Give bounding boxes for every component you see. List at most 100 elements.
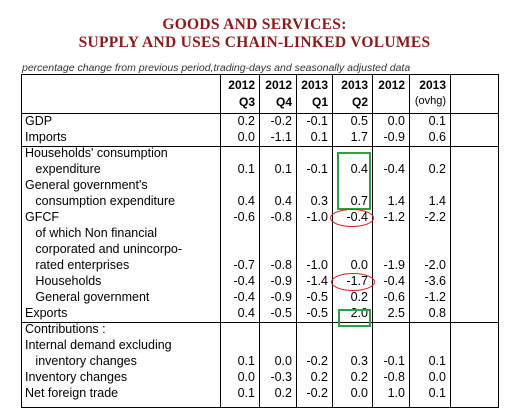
row-label: General government's — [25, 178, 148, 192]
row-label: Net foreign trade — [25, 386, 119, 400]
column-divider — [259, 75, 260, 407]
table-cell: -0.9 — [383, 130, 405, 144]
table-cell: -0.8 — [270, 258, 292, 272]
table-cell: -0.1 — [383, 354, 405, 368]
table-cell: 1.4 — [387, 194, 405, 208]
row-label: Exports — [25, 306, 68, 320]
table-cell: -0.4 — [383, 274, 405, 288]
table-cell: 0.5 — [350, 114, 368, 128]
table-cell: 0.2 — [350, 290, 368, 304]
title-line-2: SUPPLY AND USES CHAIN-LINKED VOLUMES — [78, 34, 431, 51]
row-label: General government — [25, 290, 150, 304]
table-cell: 0.0 — [350, 258, 368, 272]
table-cell: -1.1 — [270, 130, 292, 144]
table-cell: 0.6 — [428, 130, 446, 144]
row-label: Households — [25, 274, 102, 288]
table-cell: -1.9 — [383, 258, 405, 272]
table-cell: -0.7 — [233, 258, 255, 272]
row-label: Imports — [25, 130, 67, 144]
table-cell: -0.5 — [306, 306, 328, 320]
table-cell: 0.4 — [350, 162, 368, 176]
table-cell: -0.6 — [233, 210, 255, 224]
row-label: GDP — [25, 114, 53, 128]
table-cell: -0.2 — [270, 114, 292, 128]
table-cell: -0.3 — [270, 370, 292, 384]
column-header-period: Q3 — [238, 95, 255, 109]
table-cell: -0.2 — [306, 386, 328, 400]
row-label: of which Non financial — [25, 226, 158, 240]
column-header-year: 2012 — [228, 78, 255, 92]
table-cell: -0.8 — [383, 370, 405, 384]
table-cell: -0.2 — [306, 354, 328, 368]
table-cell: 0.2 — [310, 370, 328, 384]
row-label: inventory changes — [25, 354, 137, 368]
table-cell: 0.1 — [237, 386, 255, 400]
column-header-year: 2013 — [419, 78, 446, 92]
red-highlight-oval — [331, 273, 375, 291]
table-cell: 0.1 — [428, 386, 446, 400]
table-cell: -0.1 — [306, 162, 328, 176]
column-divider — [296, 75, 297, 407]
table-cell: 2.5 — [387, 306, 405, 320]
table-cell: 0.7 — [350, 194, 368, 208]
table-cell: -1.0 — [306, 258, 328, 272]
table-cell: 0.2 — [350, 370, 368, 384]
table-cell: -2.2 — [424, 210, 446, 224]
column-header-year: 2012 — [378, 78, 405, 92]
title-line-1: GOODS AND SERVICES: — [162, 16, 347, 33]
column-header-year: 2013 — [341, 78, 368, 92]
table-cell: 1.4 — [428, 194, 446, 208]
table-cell: 0.4 — [274, 194, 292, 208]
row-label: corporated and unincorpo- — [25, 242, 183, 256]
table-cell: -1.0 — [306, 210, 328, 224]
table-cell: -3.6 — [424, 274, 446, 288]
data-table: 2012 Q3 2012 Q4 2013 Q1 2013 Q2 2012 2013 (ovhg) GD… — [21, 74, 499, 408]
table-cell: 1.7 — [350, 130, 368, 144]
table-cell: 0.4 — [237, 306, 255, 320]
row-label: Contributions : — [25, 322, 106, 336]
table-cell: 0.1 — [237, 354, 255, 368]
row-label: rated enterprises — [25, 258, 130, 272]
column-header-year: 2013 — [301, 78, 328, 92]
table-cell: -0.9 — [270, 274, 292, 288]
green-highlight-box — [337, 152, 371, 210]
row-label: consumption expenditure — [25, 194, 176, 208]
row-label: expenditure — [25, 162, 101, 176]
table-cell: 0.4 — [237, 194, 255, 208]
table-cell: 0.2 — [428, 162, 446, 176]
table-cell: 0.0 — [237, 130, 255, 144]
table-cell: 0.1 — [428, 354, 446, 368]
column-divider — [220, 75, 221, 407]
table-cell: -1.4 — [306, 274, 328, 288]
table-cell: -0.4 — [383, 162, 405, 176]
green-highlight-box — [338, 309, 371, 327]
table-cell: -0.5 — [306, 290, 328, 304]
row-label: Households' consumption — [25, 146, 168, 160]
table-cell: 0.1 — [310, 130, 328, 144]
table-cell: -0.4 — [233, 290, 255, 304]
table-cell: -0.9 — [270, 290, 292, 304]
table-cell: 0.0 — [350, 386, 368, 400]
table-cell: 0.2 — [274, 386, 292, 400]
column-divider — [450, 75, 451, 407]
table-cell: 0.1 — [274, 162, 292, 176]
row-divider — [22, 322, 498, 323]
table-cell: -1.2 — [383, 210, 405, 224]
column-header-year: 2012 — [265, 78, 292, 92]
table-cell: -0.5 — [270, 306, 292, 320]
table-cell: 0.8 — [428, 306, 446, 320]
table-cell: -1.2 — [424, 290, 446, 304]
column-divider — [332, 75, 333, 407]
row-label: Inventory changes — [25, 370, 128, 384]
table-cell: -2.0 — [424, 258, 446, 272]
table-cell: 0.2 — [237, 114, 255, 128]
table-cell: 0.0 — [237, 370, 255, 384]
table-cell: -0.8 — [270, 210, 292, 224]
row-divider — [22, 146, 498, 147]
table-cell: 0.3 — [310, 194, 328, 208]
table-cell: 0.1 — [428, 114, 446, 128]
column-divider — [372, 75, 373, 407]
table-cell: -0.1 — [306, 114, 328, 128]
table-cell: -0.6 — [383, 290, 405, 304]
row-label: Internal demand excluding — [25, 338, 172, 352]
